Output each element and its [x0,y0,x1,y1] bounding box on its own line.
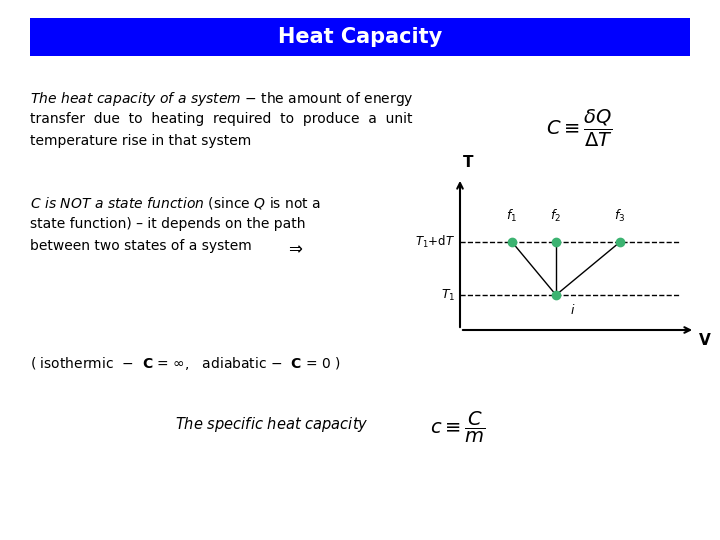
Text: $f_3$: $f_3$ [614,208,626,224]
Text: $i$: $i$ [570,303,575,317]
Text: $\mathbf{\mathit{The\ heat\ capacity\ of\ a\ system}}$ $-$ the amount of energy: $\mathbf{\mathit{The\ heat\ capacity\ of… [30,90,414,108]
Text: $c \equiv \dfrac{C}{m}$: $c \equiv \dfrac{C}{m}$ [430,410,486,445]
Text: state function) – it depends on the path: state function) – it depends on the path [30,217,305,231]
Text: temperature rise in that system: temperature rise in that system [30,134,251,148]
Text: $\Rightarrow$: $\Rightarrow$ [285,239,303,257]
Text: $\mathbf{\mathit{C\ is\ NOT\ a\ state\ function}}$ (since $\mathbf{\mathit{Q}}$ : $\mathbf{\mathit{C\ is\ NOT\ a\ state\ f… [30,195,321,211]
Text: Heat Capacity: Heat Capacity [278,27,442,47]
Text: $\mathbf{\mathit{The\ specific\ heat\ capacity}}$: $\mathbf{\mathit{The\ specific\ heat\ ca… [175,415,369,434]
Text: $f_2$: $f_2$ [551,208,562,224]
Text: transfer  due  to  heating  required  to  produce  a  unit: transfer due to heating required to prod… [30,112,413,126]
Text: between two states of a system: between two states of a system [30,239,252,253]
Text: $C \equiv \dfrac{\delta Q}{\Delta T}$: $C \equiv \dfrac{\delta Q}{\Delta T}$ [546,108,613,149]
Text: $f_1$: $f_1$ [506,208,518,224]
Text: $\mathbf{T}$: $\mathbf{T}$ [462,154,474,170]
Bar [30,18,690,56]
Text: $T_1$: $T_1$ [441,287,455,302]
Text: $\mathbf{V}$: $\mathbf{V}$ [698,332,712,348]
Text: ( isothermic  $-$  $\mathbf{C}$ = $\infty$,   adiabatic $-$  $\mathbf{C}$ = 0 ): ( isothermic $-$ $\mathbf{C}$ = $\infty$… [30,355,341,372]
Text: $T_1$+d$T$: $T_1$+d$T$ [415,234,455,250]
